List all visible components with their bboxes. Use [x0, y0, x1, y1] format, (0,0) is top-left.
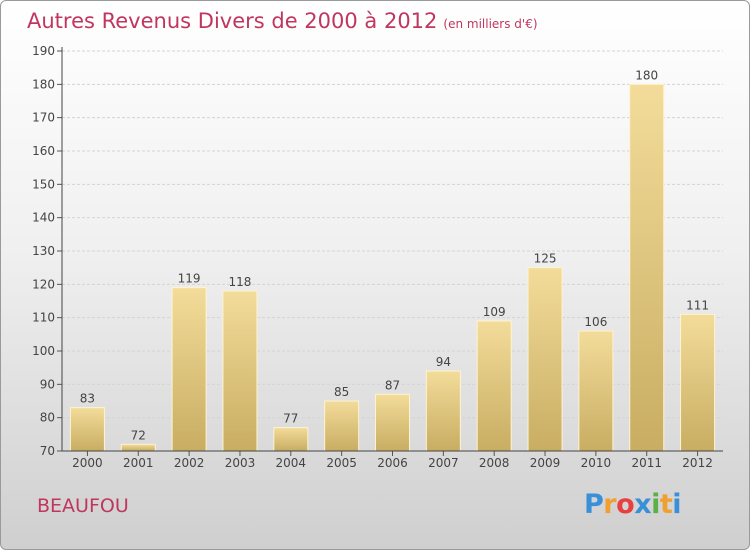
x-tick-label-2009: 2009	[530, 456, 561, 470]
value-label-2008: 109	[483, 305, 506, 319]
x-tick-label-2002: 2002	[174, 456, 205, 470]
bar-2012	[680, 313, 716, 452]
proxiti-logo: Proxiti	[584, 489, 682, 520]
bar-2006	[375, 393, 410, 452]
y-tick-label: 140	[32, 211, 55, 225]
value-label-2005: 85	[334, 385, 349, 399]
bar-2005	[324, 400, 360, 452]
value-label-2001: 72	[131, 428, 146, 442]
y-tick-label: 90	[40, 377, 55, 391]
value-label-2009: 125	[534, 252, 557, 266]
bar-2008	[476, 320, 512, 452]
x-tick-label-2000: 2000	[72, 456, 103, 470]
bar-2011	[629, 83, 665, 452]
chart-title: Autres Revenus Divers de 2000 à 2012 (en …	[27, 9, 538, 33]
value-label-2007: 94	[436, 355, 451, 369]
bar-2007	[425, 370, 461, 452]
logo-letter: r	[603, 489, 617, 520]
x-tick-label-2007: 2007	[428, 456, 459, 470]
data-labels: 83 72 119 118 77 85 87 94 109 125 106 180 111	[80, 68, 709, 442]
logo-letter: i	[651, 489, 660, 520]
bars	[69, 83, 716, 452]
commune-name: BEAUFOU	[37, 495, 129, 517]
chart-subtitle: (en milliers d'€)	[443, 17, 538, 31]
x-tick-label-2003: 2003	[225, 456, 256, 470]
value-label-2011: 180	[635, 68, 658, 82]
axes: 70 80 90 100 110 120 130 140 150 160 170 180 190 2000…	[32, 44, 723, 470]
bar-2009	[527, 267, 563, 452]
x-tick-label-2008: 2008	[479, 456, 510, 470]
value-label-2006: 87	[385, 378, 400, 392]
logo-letter: P	[584, 489, 604, 520]
y-tick-label: 150	[32, 177, 55, 191]
value-label-2010: 106	[584, 315, 607, 329]
x-tick-label-2011: 2011	[631, 456, 662, 470]
chart-title-text: Autres Revenus Divers de 2000 à 2012	[27, 9, 438, 33]
value-label-2000: 83	[80, 392, 95, 406]
x-tick-label-2010: 2010	[581, 456, 612, 470]
logo-letter: o	[616, 489, 635, 520]
x-tick-label-2005: 2005	[326, 456, 357, 470]
bar-2003	[222, 290, 258, 452]
y-tick-label: 70	[40, 444, 55, 458]
bar-2002	[171, 287, 207, 452]
value-label-2003: 118	[229, 275, 252, 289]
logo-letter: i	[672, 489, 682, 520]
y-tick-label: 110	[32, 311, 55, 325]
bar-2001	[120, 443, 156, 452]
x-tick-label-2004: 2004	[276, 456, 307, 470]
y-tick-label: 80	[40, 411, 55, 425]
value-label-2012: 111	[686, 298, 709, 312]
y-tick-label: 160	[32, 144, 55, 158]
y-tick-label: 120	[32, 277, 55, 291]
gridlines	[62, 50, 723, 419]
x-tick-label-2006: 2006	[377, 456, 408, 470]
x-tick-label-2012: 2012	[682, 456, 713, 470]
bar-2004	[273, 427, 309, 452]
logo-letter: x	[634, 489, 652, 520]
value-label-2004: 77	[283, 412, 298, 426]
y-tick-label: 180	[32, 77, 55, 91]
logo-letter: t	[659, 489, 673, 520]
x-tick-label-2001: 2001	[123, 456, 154, 470]
y-tick-label: 130	[32, 244, 55, 258]
y-tick-label: 170	[32, 111, 55, 125]
y-tick-label: 190	[32, 44, 55, 58]
bar-2000	[69, 407, 105, 452]
bar-2010	[578, 330, 614, 452]
y-tick-label: 100	[32, 344, 55, 358]
value-label-2002: 119	[178, 272, 201, 286]
